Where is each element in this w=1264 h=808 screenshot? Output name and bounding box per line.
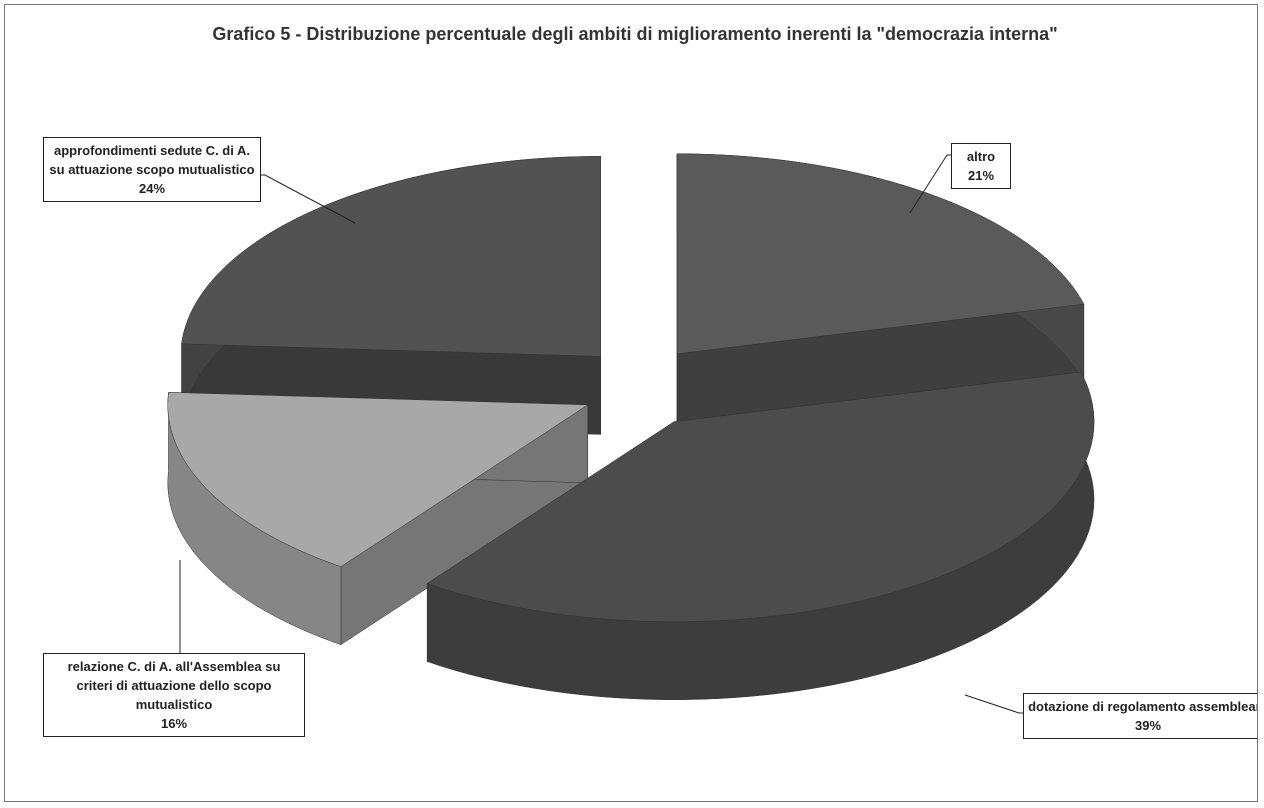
pie-area — [167, 153, 1095, 714]
data-label: approfondimenti sedute C. di A. su attua… — [43, 137, 261, 202]
chart: Grafico 5 - Distribuzione percentuale de… — [4, 4, 1258, 802]
label-name: altro — [966, 149, 996, 164]
leader-line — [909, 154, 951, 214]
slice — [167, 392, 589, 646]
data-label: dotazione di regolamento assembleare 39% — [1023, 693, 1258, 739]
slice — [676, 153, 1085, 433]
label-value: 16% — [160, 716, 188, 731]
slice-top — [426, 371, 1095, 622]
label-name: relazione C. di A. all'Assemblea su crit… — [67, 659, 281, 712]
chart-title: Grafico 5 - Distribuzione percentuale de… — [212, 24, 1058, 44]
slice — [426, 371, 1095, 700]
leader-line — [964, 694, 1023, 714]
leader-line — [261, 174, 356, 224]
label-value: 21% — [967, 168, 995, 183]
data-label: relazione C. di A. all'Assemblea su crit… — [43, 653, 305, 737]
label-value: 24% — [138, 181, 166, 196]
label-name: approfondimenti sedute C. di A. su attua… — [49, 143, 255, 177]
data-label: altro 21% — [951, 143, 1011, 189]
slice-top — [167, 392, 589, 567]
slice-top — [676, 153, 1085, 355]
label-name: dotazione di regolamento assembleare — [1028, 699, 1258, 714]
label-value: 39% — [1134, 718, 1162, 733]
slice-top — [181, 156, 601, 357]
